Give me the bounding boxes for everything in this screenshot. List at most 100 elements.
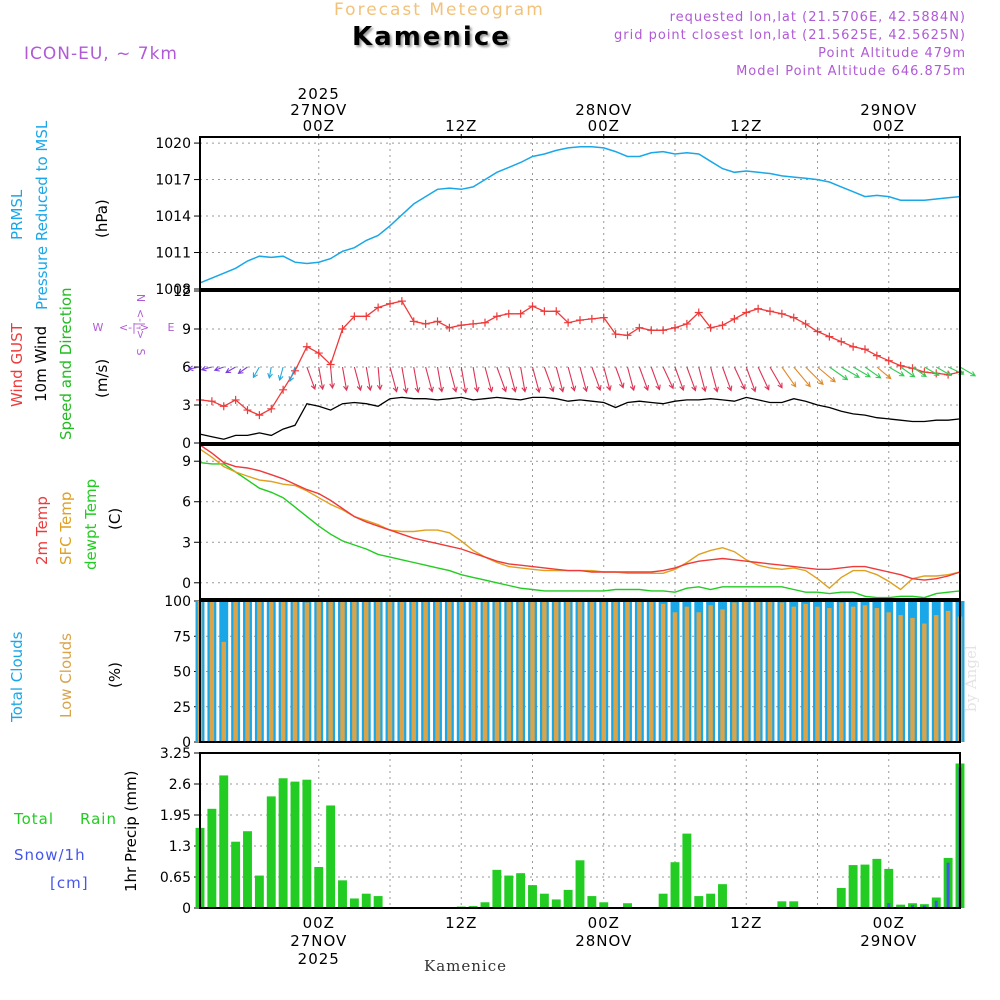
wind-direction-arrow <box>864 366 882 379</box>
pressure-line <box>199 145 961 284</box>
wind-gust-marker <box>231 395 240 404</box>
wind-direction-arrow <box>237 366 248 374</box>
wind-ytick-label: 9 <box>182 322 191 338</box>
rain-bar <box>884 868 894 908</box>
rain-bar <box>266 796 276 908</box>
low-clouds-bar <box>577 601 583 742</box>
low-clouds-bar <box>423 601 428 742</box>
pressure-panel-frame <box>199 136 961 290</box>
precip-ytick-label: 0.65 <box>160 870 191 886</box>
clouds-units: (%) <box>106 662 124 688</box>
low-clouds-bar <box>649 601 654 742</box>
wind-direction-arrow <box>413 366 421 394</box>
wind-direction-label: Speed and Direction <box>57 287 75 440</box>
low-clouds-bar <box>910 617 915 742</box>
low-clouds-bar <box>269 601 274 742</box>
wind-gust-marker <box>267 404 276 413</box>
bottom-time-label: 00Z <box>588 914 620 932</box>
wind-gust-marker <box>421 319 430 328</box>
low-clouds-bar <box>506 601 511 742</box>
wind-ytick-label: 0 <box>182 436 191 452</box>
wind-gust-label: Wind GUST <box>8 322 26 407</box>
low-clouds-bar <box>375 601 381 742</box>
footer-location: Kamenice <box>424 957 507 975</box>
wind-gust-marker <box>338 325 347 333</box>
compass-ew-axis: <-|-> <box>119 321 149 334</box>
bottom-time-label: 12Z <box>730 914 762 932</box>
low-clouds-bar <box>767 601 773 742</box>
low-clouds-bar <box>886 612 891 742</box>
clouds-ytick-label: 100 <box>164 594 191 610</box>
rain-bar <box>314 866 324 908</box>
wind-direction-arrow <box>555 366 565 393</box>
low-clouds-bar <box>672 612 678 742</box>
wind-direction-arrow <box>376 366 383 391</box>
wind-gust-marker <box>813 327 822 336</box>
clouds-ytick-label: 50 <box>173 665 191 681</box>
low-clouds-bar <box>874 608 880 742</box>
model-name: ICON-EU, ~ 7km <box>24 44 178 64</box>
wind-gust-marker <box>742 308 751 317</box>
rain-bar <box>338 880 347 908</box>
wind-direction-arrow <box>341 366 349 392</box>
pressure-ytick-label: 1014 <box>155 209 191 225</box>
wind-direction-arrow <box>710 366 719 393</box>
wind-direction-arrow <box>935 366 952 377</box>
rain-bar <box>706 893 716 908</box>
low-clouds-bar <box>827 608 832 742</box>
low-clouds-bar <box>850 606 856 742</box>
precip-ytick-label: 1.95 <box>160 808 191 824</box>
wind-direction-arrow <box>591 366 602 392</box>
wind-direction-arrow <box>277 366 284 382</box>
snow-bar <box>934 900 938 908</box>
rain-bar <box>539 893 549 908</box>
wind-direction-arrow <box>650 366 661 391</box>
wind-gust-marker <box>789 313 798 322</box>
wind-direction-arrow <box>520 366 528 393</box>
low-clouds-bar <box>696 612 701 742</box>
wind-direction-arrow <box>543 366 555 393</box>
low-clouds-bar <box>316 601 321 742</box>
low-clouds-bar <box>755 601 761 742</box>
clouds-ytick-label: 75 <box>173 629 191 645</box>
wind-direction-arrow <box>484 366 494 393</box>
low-clouds-bar <box>494 601 500 742</box>
low-clouds-bar <box>815 606 820 742</box>
wind-panel-frame <box>199 290 961 444</box>
wind-ytick-label: 3 <box>182 398 191 414</box>
rain-bar <box>848 865 858 908</box>
snow-bar <box>887 903 891 908</box>
wind-gust-marker <box>469 319 478 328</box>
wind-gust-marker <box>386 299 394 308</box>
rain-bar <box>587 896 597 908</box>
precip-units: 1hr Precip (mm) <box>122 771 140 892</box>
wind-direction-arrow <box>425 366 434 393</box>
low-clouds-bar <box>660 603 666 742</box>
wind-gust-marker <box>540 307 549 316</box>
rain-bar <box>207 808 217 908</box>
compass-n: N <box>134 294 147 302</box>
wind-gust-marker <box>777 309 786 318</box>
rain-bar <box>575 860 585 908</box>
rain-bar <box>231 841 241 908</box>
wind-direction-arrow <box>769 366 783 389</box>
low-clouds-bar <box>411 601 416 742</box>
wind-gust-marker <box>219 402 228 411</box>
bottom-time-label: 27NOV <box>290 932 347 950</box>
wind-direction-arrow <box>365 366 373 392</box>
rain-bar <box>896 904 906 908</box>
top-time-label: 12Z <box>445 117 477 135</box>
wind-gust-marker <box>552 307 561 316</box>
wind-units: (m/s) <box>93 359 111 398</box>
top-time-label: 00Z <box>873 117 905 135</box>
low-clouds-bar <box>708 605 713 742</box>
temp-2m-line <box>199 444 961 581</box>
wind-direction-arrow <box>318 366 325 391</box>
wind-direction-arrow <box>662 366 674 390</box>
top-time-label: 00Z <box>303 117 335 135</box>
wind-direction-arrow <box>888 366 905 377</box>
wind-direction-arrow <box>213 366 224 372</box>
wind-speed-line <box>199 396 961 440</box>
temperature-panel-frame <box>199 444 961 600</box>
